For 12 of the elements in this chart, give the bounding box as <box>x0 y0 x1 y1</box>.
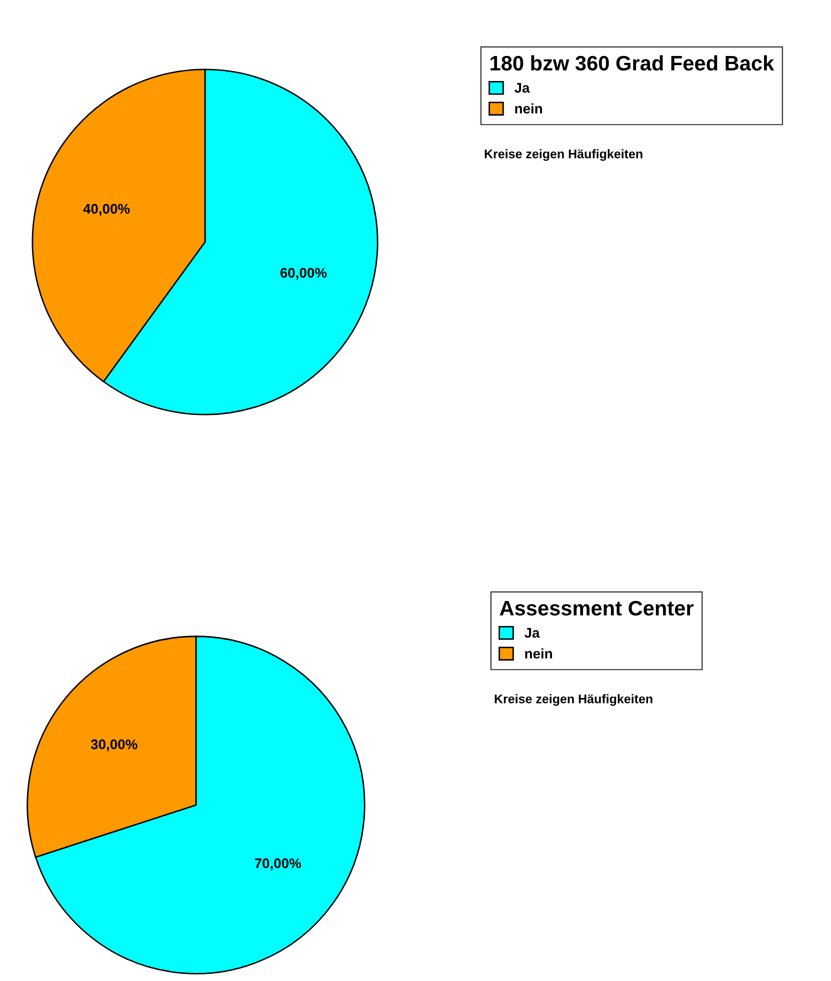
legend-label: Ja <box>524 628 540 638</box>
text: Kreise zeigen Häufigkeiten <box>484 149 642 161</box>
legend-label: nein <box>525 648 552 659</box>
text: Kreise zeigen Häufigkeiten <box>494 694 652 706</box>
data-label: 40,00% <box>83 204 130 216</box>
legend-label: Ja <box>514 83 530 93</box>
legend-label: nein <box>515 103 542 114</box>
data-label: 60,00% <box>280 268 327 280</box>
legend-title: Assessment Center <box>500 600 694 616</box>
data-label: 70,00% <box>254 858 302 870</box>
data-label: 30,00% <box>90 739 138 752</box>
legend-title: 180 bzw 360 Grad Feed Back <box>490 55 774 71</box>
